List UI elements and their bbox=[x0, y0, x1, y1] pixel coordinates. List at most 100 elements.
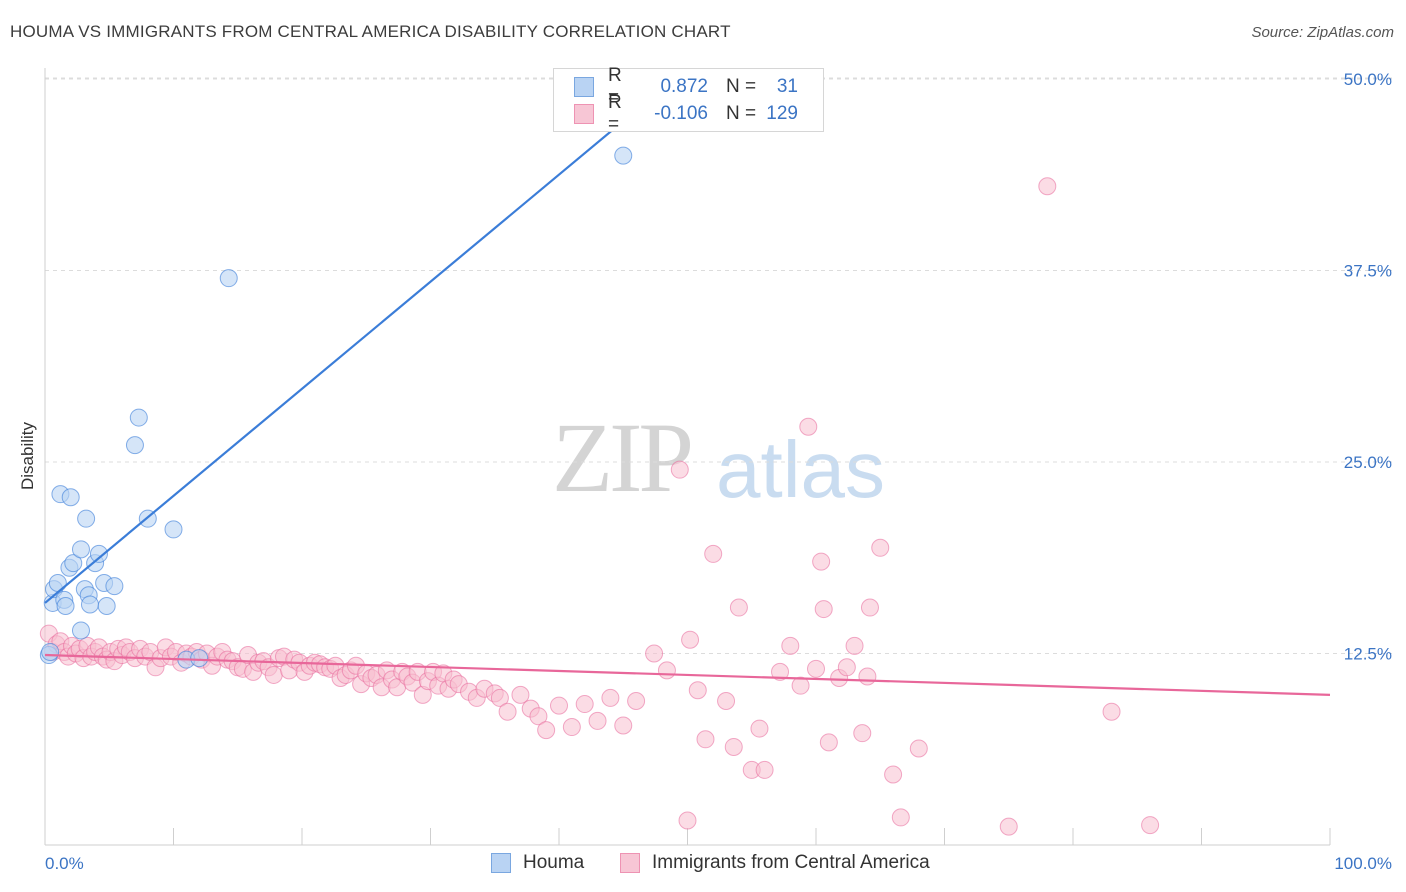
data-point-immigrants bbox=[807, 659, 825, 678]
data-point-immigrants bbox=[1141, 816, 1160, 835]
trend-lines bbox=[44, 93, 1331, 696]
trend-line-immigrants bbox=[44, 653, 1331, 696]
data-point-immigrants bbox=[562, 718, 581, 737]
y-tick-label: 37.5% bbox=[1344, 262, 1392, 281]
legend-item-houma[interactable]: Houma bbox=[491, 852, 584, 874]
y-tick-label: 12.5% bbox=[1344, 645, 1392, 664]
data-point-immigrants bbox=[601, 688, 620, 707]
legend-item-immigrants[interactable]: Immigrants from Central America bbox=[620, 852, 930, 874]
data-point-houma bbox=[77, 509, 96, 528]
data-point-houma bbox=[71, 621, 90, 640]
data-point-houma bbox=[105, 577, 124, 596]
data-point-immigrants bbox=[588, 711, 607, 730]
data-point-immigrants bbox=[860, 598, 879, 617]
data-point-houma bbox=[48, 574, 67, 593]
data-point-houma bbox=[129, 408, 148, 427]
n-value: 31 bbox=[776, 76, 798, 97]
data-point-immigrants bbox=[696, 730, 715, 749]
data-point-immigrants bbox=[999, 817, 1018, 836]
data-point-immigrants bbox=[645, 644, 664, 663]
data-point-immigrants bbox=[717, 691, 736, 710]
houma-swatch bbox=[574, 77, 594, 97]
n-label: N = bbox=[726, 76, 757, 97]
data-point-immigrants bbox=[781, 636, 800, 655]
data-point-houma bbox=[125, 436, 144, 455]
data-point-houma bbox=[164, 520, 183, 539]
legend-row-immigrants: R = -0.106 N = 129 bbox=[574, 92, 798, 135]
data-point-immigrants bbox=[1102, 702, 1121, 721]
data-point-immigrants bbox=[771, 662, 790, 681]
data-point-immigrants bbox=[845, 636, 864, 655]
data-point-houma bbox=[56, 597, 75, 616]
data-point-immigrants bbox=[724, 737, 743, 756]
data-point-immigrants bbox=[681, 630, 700, 649]
data-point-immigrants bbox=[750, 719, 769, 738]
data-point-immigrants bbox=[688, 681, 707, 700]
data-point-immigrants bbox=[529, 707, 548, 726]
data-point-houma bbox=[71, 540, 90, 559]
data-point-immigrants bbox=[657, 661, 676, 680]
data-point-immigrants bbox=[264, 665, 283, 684]
data-point-immigrants bbox=[537, 721, 556, 740]
axes bbox=[44, 68, 1331, 846]
series-houma-points bbox=[39, 112, 633, 669]
correlation-legend: R = 0.872 N = 31 R = -0.106 N = 129 bbox=[553, 65, 824, 135]
r-value: -0.106 bbox=[654, 103, 708, 124]
source-label: Source: ZipAtlas.com bbox=[1251, 24, 1394, 41]
data-point-immigrants bbox=[498, 702, 517, 721]
y-axis-title: Disability bbox=[18, 421, 37, 490]
series-immigrants-points bbox=[39, 177, 1160, 836]
data-point-immigrants bbox=[575, 695, 594, 714]
trend-line-houma bbox=[44, 93, 657, 604]
data-point-houma bbox=[41, 642, 60, 661]
data-point-immigrants bbox=[909, 739, 928, 758]
houma-swatch bbox=[491, 853, 511, 873]
x-tick-label: 100.0% bbox=[1334, 854, 1392, 873]
data-point-immigrants bbox=[755, 760, 774, 779]
gridlines bbox=[45, 77, 1392, 654]
r-label: R = bbox=[608, 92, 622, 135]
x-tick-label: 0.0% bbox=[45, 854, 84, 873]
data-point-immigrants bbox=[729, 598, 748, 617]
data-point-houma bbox=[64, 554, 83, 573]
data-point-immigrants bbox=[627, 691, 646, 710]
data-point-immigrants bbox=[812, 552, 831, 571]
data-point-houma bbox=[614, 146, 633, 165]
immigrants-swatch bbox=[574, 104, 594, 124]
data-point-immigrants bbox=[814, 600, 833, 619]
data-point-houma bbox=[190, 649, 209, 668]
legend-label-immigrants: Immigrants from Central America bbox=[652, 852, 930, 873]
data-point-houma bbox=[219, 269, 238, 288]
data-point-immigrants bbox=[511, 685, 530, 704]
data-point-immigrants bbox=[858, 667, 877, 686]
data-point-immigrants bbox=[678, 811, 697, 830]
immigrants-swatch bbox=[620, 853, 640, 873]
n-value: 129 bbox=[766, 103, 798, 124]
data-point-houma bbox=[89, 544, 108, 563]
data-point-immigrants bbox=[891, 808, 910, 827]
data-point-immigrants bbox=[871, 538, 890, 557]
data-point-immigrants bbox=[819, 733, 838, 752]
watermark-atlas: atlas bbox=[716, 425, 885, 514]
y-tick-label: 25.0% bbox=[1344, 453, 1392, 472]
legend-row-houma: R = 0.872 N = 31 bbox=[574, 65, 798, 108]
data-point-immigrants bbox=[670, 460, 689, 479]
tick-labels: 12.5% 25.0% 37.5% 50.0% 0.0% 100.0% bbox=[45, 70, 1392, 873]
watermark-zip: ZIP bbox=[552, 402, 694, 513]
data-point-immigrants bbox=[791, 676, 810, 695]
data-point-immigrants bbox=[550, 696, 568, 715]
data-point-immigrants bbox=[884, 765, 903, 784]
y-tick-label: 50.0% bbox=[1344, 70, 1392, 89]
data-point-immigrants bbox=[614, 716, 633, 735]
legend-label-houma: Houma bbox=[523, 852, 585, 873]
chart-title: HOUMA VS IMMIGRANTS FROM CENTRAL AMERICA… bbox=[10, 22, 731, 41]
n-label: N = bbox=[726, 103, 757, 124]
data-point-houma bbox=[61, 488, 80, 507]
data-point-immigrants bbox=[1038, 177, 1057, 196]
data-point-immigrants bbox=[853, 724, 872, 743]
data-point-immigrants bbox=[490, 688, 509, 707]
data-point-immigrants bbox=[837, 658, 856, 677]
series-legend: Houma Immigrants from Central America bbox=[0, 852, 1406, 878]
r-value: 0.872 bbox=[660, 76, 708, 97]
